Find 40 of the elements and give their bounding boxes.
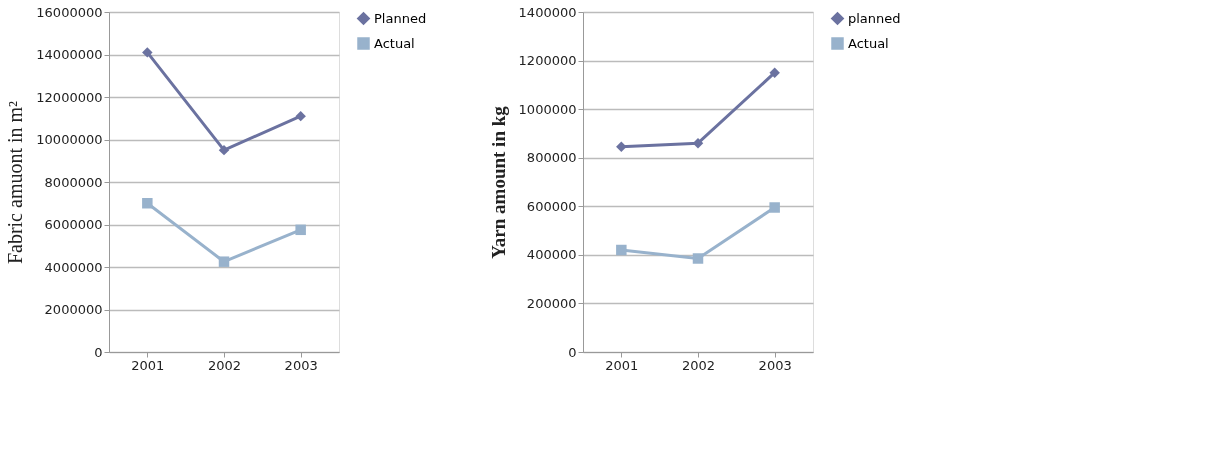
- point: [616, 141, 627, 153]
- y-tick-label: 400000: [526, 247, 577, 263]
- y-tick-label: 8000000: [44, 174, 103, 190]
- point: [616, 244, 627, 256]
- x-tick-label: 2003: [758, 357, 792, 373]
- legend-label: Planned: [374, 10, 427, 26]
- x-tick-label: 2002: [207, 357, 242, 373]
- y-tick-label: 800000: [526, 150, 577, 166]
- point: [142, 198, 153, 209]
- y-tick-label: 600000: [526, 198, 577, 214]
- y-tick-label: 2000000: [44, 302, 103, 317]
- legend-label: Actual: [848, 35, 889, 51]
- y-tick-label: 6000000: [44, 217, 103, 232]
- legend-label: Actual: [374, 35, 415, 51]
- point: [692, 253, 704, 264]
- point: [218, 144, 230, 156]
- x-tick-label: 2001: [605, 357, 639, 373]
- y-tick-label: 1000000: [518, 101, 577, 117]
- y-axis-title: Fabric amuont in m²: [4, 100, 27, 265]
- y-tick-label: 1200000: [518, 53, 577, 69]
- x-tick-label: 2002: [681, 357, 716, 373]
- y-tick-label: 0: [568, 344, 577, 360]
- y-tick-label: 14000000: [36, 47, 103, 62]
- point: [218, 256, 230, 267]
- point: [769, 202, 780, 213]
- y-tick-label: 16000000: [36, 4, 103, 20]
- x-tick-label: 2001: [131, 357, 165, 373]
- legend-label: planned: [848, 10, 901, 26]
- y-tick-label: 0: [94, 344, 103, 360]
- y-tick-label: 10000000: [36, 132, 103, 147]
- point: [769, 67, 780, 78]
- point: [295, 224, 306, 236]
- y-tick-label: 4000000: [44, 259, 103, 275]
- point: [295, 110, 306, 122]
- x-tick-label: 2003: [284, 357, 318, 373]
- y-tick-label: 12000000: [36, 89, 103, 105]
- y-tick-label: 1400000: [518, 4, 577, 20]
- y-axis-title: Yarn amount in kg: [487, 105, 509, 259]
- y-tick-label: 200000: [526, 295, 577, 311]
- point: [142, 47, 153, 58]
